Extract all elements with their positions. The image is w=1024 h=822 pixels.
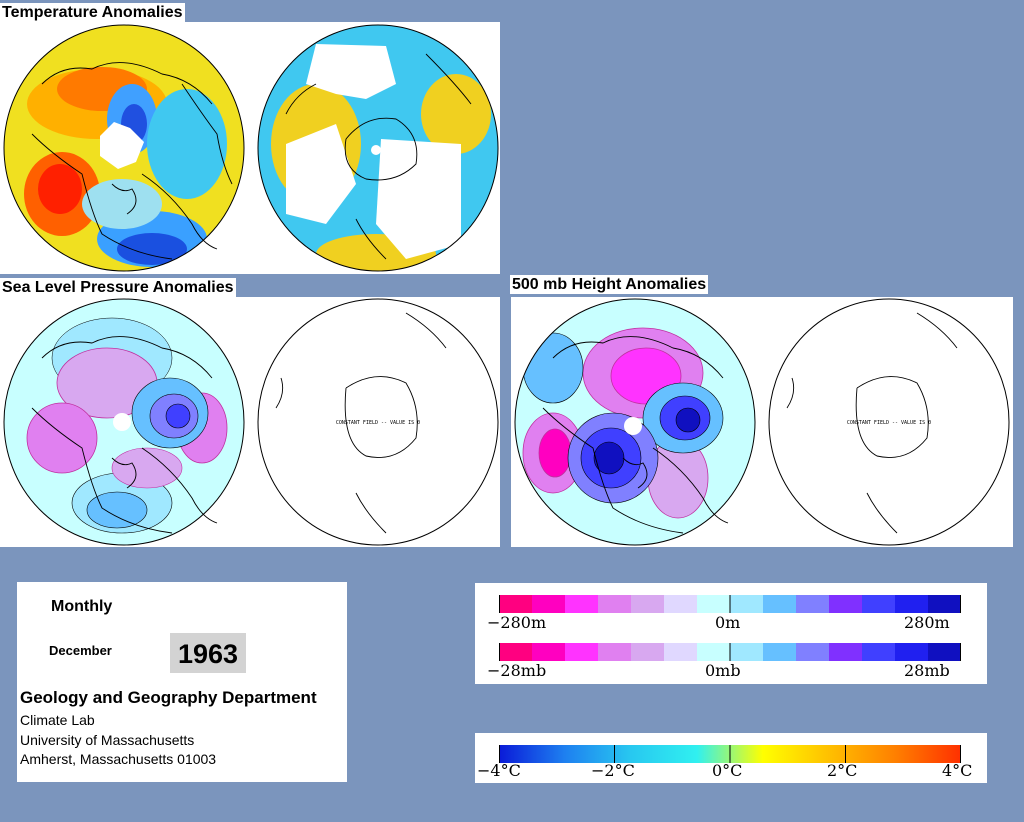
height-constant-field-label: CONSTANT FIELD -- VALUE IS 0 bbox=[847, 420, 931, 426]
pressure-colorbar-swatch bbox=[697, 643, 731, 661]
height-colorbar-swatch bbox=[532, 595, 566, 613]
height-colorbar-swatch bbox=[598, 595, 632, 613]
height-colorbar-swatch bbox=[499, 595, 533, 613]
height-colorbar-swatch bbox=[862, 595, 896, 613]
height-colorbar-swatch bbox=[928, 595, 961, 613]
height-colorbar-swatch bbox=[565, 595, 599, 613]
year-label: 1963 bbox=[170, 633, 246, 673]
pressure-colorbar-swatch bbox=[730, 643, 764, 661]
department-label: Geology and Geography Department bbox=[20, 688, 317, 707]
height-min-label: −280m bbox=[487, 613, 547, 632]
pressure-colorbar-swatch bbox=[862, 643, 896, 661]
pressure-colorbar-swatch bbox=[631, 643, 665, 661]
pressure-colorbar-swatch bbox=[829, 643, 863, 661]
slp-anomalies-panel: CONSTANT FIELD -- VALUE IS 0 bbox=[0, 297, 500, 547]
height-colorbar-swatch bbox=[697, 595, 731, 613]
height-anomalies-title: 500 mb Height Anomalies bbox=[510, 275, 709, 294]
slp-anomalies-title: Sea Level Pressure Anomalies bbox=[0, 278, 236, 297]
height-colorbar-swatch bbox=[895, 595, 929, 613]
temperature-label-2: 2°C bbox=[827, 761, 858, 780]
height-anomalies-panel: CONSTANT FIELD -- VALUE IS 0 bbox=[511, 297, 1013, 547]
height-colorbar-swatch bbox=[829, 595, 863, 613]
university-label: University of Massachusetts bbox=[20, 732, 195, 748]
temperature-anomalies-title: Temperature Anomalies bbox=[0, 3, 185, 22]
height-northern-hemisphere-map bbox=[514, 298, 756, 546]
pressure-colorbar-swatch bbox=[796, 643, 830, 661]
height-colorbar-swatch bbox=[763, 595, 797, 613]
pressure-colorbar bbox=[499, 643, 961, 661]
address-label: Amherst, Massachusetts 01003 bbox=[20, 751, 217, 767]
height-colorbar-swatch bbox=[664, 595, 698, 613]
temperature-label-4: 4°C bbox=[942, 761, 973, 780]
period-mode-label: Monthly bbox=[51, 598, 113, 615]
temperature-label-minus4: −4°C bbox=[477, 761, 521, 780]
pressure-colorbar-swatch bbox=[664, 643, 698, 661]
temperature-legend: −4°C −2°C 0°C 2°C 4°C bbox=[475, 733, 987, 783]
height-max-label: 280m bbox=[904, 613, 950, 632]
lab-label: Climate Lab bbox=[20, 712, 95, 728]
slp-northern-hemisphere-map bbox=[3, 298, 245, 546]
pressure-colorbar-swatch bbox=[598, 643, 632, 661]
pressure-colorbar-swatch bbox=[763, 643, 797, 661]
temperature-label-0: 0°C bbox=[712, 761, 743, 780]
height-pressure-legend: −280m 0m 280m −28mb 0mb 28mb bbox=[475, 583, 987, 684]
pressure-max-label: 28mb bbox=[904, 661, 950, 680]
height-colorbar bbox=[499, 595, 961, 613]
pressure-colorbar-swatch bbox=[895, 643, 929, 661]
temperature-colorbar bbox=[499, 745, 961, 763]
info-box: Monthly December 1963 Geology and Geogra… bbox=[17, 582, 347, 782]
pressure-colorbar-swatch bbox=[565, 643, 599, 661]
height-mid-label: 0m bbox=[715, 613, 741, 632]
pressure-mid-label: 0mb bbox=[705, 661, 741, 680]
height-colorbar-swatch bbox=[631, 595, 665, 613]
pressure-colorbar-swatch bbox=[928, 643, 961, 661]
temperature-northern-hemisphere-map bbox=[3, 24, 245, 272]
pressure-colorbar-swatch bbox=[532, 643, 566, 661]
slp-southern-hemisphere-map: CONSTANT FIELD -- VALUE IS 0 bbox=[257, 298, 499, 546]
height-colorbar-swatch bbox=[796, 595, 830, 613]
temperature-southern-hemisphere-map bbox=[257, 24, 499, 272]
slp-constant-field-label: CONSTANT FIELD -- VALUE IS 0 bbox=[336, 420, 420, 426]
pressure-colorbar-swatch bbox=[499, 643, 533, 661]
temperature-label-minus2: −2°C bbox=[591, 761, 635, 780]
temperature-anomalies-panel bbox=[0, 22, 500, 274]
pressure-min-label: −28mb bbox=[487, 661, 547, 680]
month-label: December bbox=[49, 643, 112, 658]
height-southern-hemisphere-map: CONSTANT FIELD -- VALUE IS 0 bbox=[768, 298, 1010, 546]
height-colorbar-swatch bbox=[730, 595, 764, 613]
